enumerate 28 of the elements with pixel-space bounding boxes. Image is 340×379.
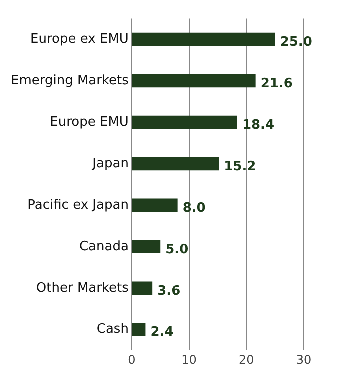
bar xyxy=(132,32,276,46)
y-tick-label: Europe EMU xyxy=(50,114,129,130)
y-tick-label: Japan xyxy=(92,156,129,172)
data-label: 3.6 xyxy=(158,284,181,299)
x-tick-label: 30 xyxy=(296,352,312,367)
y-tick-label: Pacific ex Japan xyxy=(28,198,129,213)
y-tick-label: Cash xyxy=(96,322,129,338)
bar xyxy=(132,157,220,171)
bar xyxy=(132,74,256,88)
x-tick-label: 20 xyxy=(239,352,254,367)
y-tick-label: Emerging Markets xyxy=(10,73,130,88)
y-tick-label: Canada xyxy=(79,239,129,254)
y-tick-label: Other Markets xyxy=(36,280,130,296)
data-label: 5.0 xyxy=(166,242,189,258)
x-tick-label: 10 xyxy=(182,352,197,367)
data-label: 21.6 xyxy=(260,76,293,92)
bar xyxy=(132,323,146,336)
data-label: 25.0 xyxy=(280,34,312,50)
data-label: 18.4 xyxy=(242,118,275,133)
bar xyxy=(132,116,238,130)
x-tick-label: 0 xyxy=(128,352,136,367)
data-label: 8.0 xyxy=(182,200,206,216)
bar xyxy=(132,282,153,296)
bar xyxy=(132,198,178,212)
data-label: 2.4 xyxy=(150,325,174,340)
y-tick-label: Europe ex EMU xyxy=(30,32,129,47)
bar xyxy=(132,240,161,254)
data-label: 15.2 xyxy=(224,159,256,174)
